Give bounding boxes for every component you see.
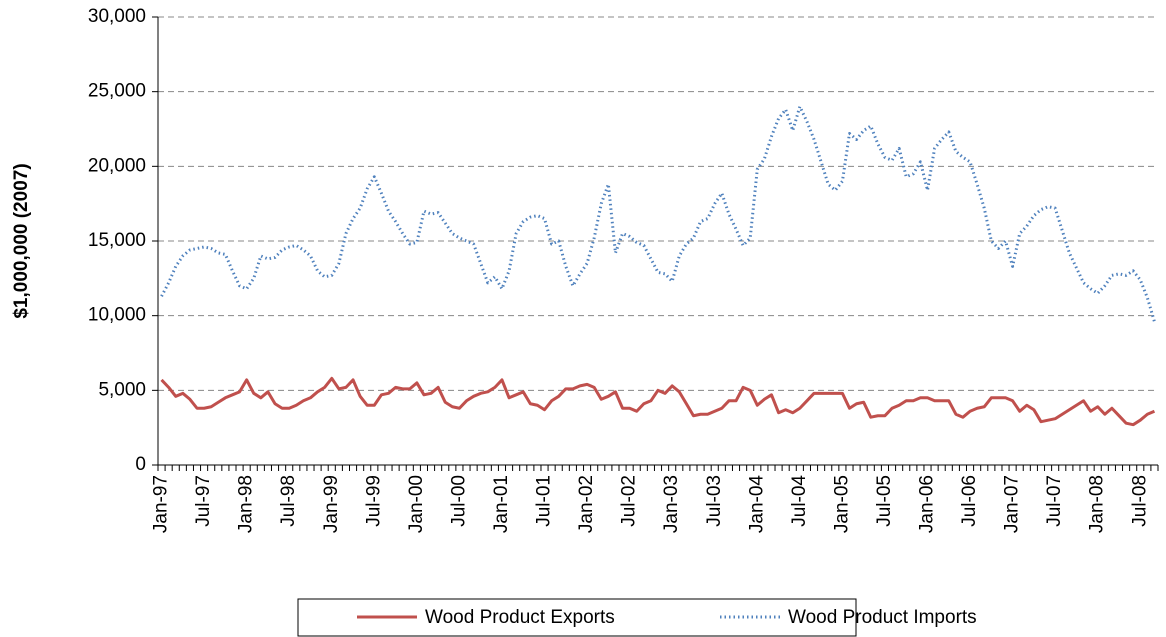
x-tick-label: Jan-05 [831, 475, 852, 533]
x-tick-label: Jul-97 [193, 475, 214, 527]
x-tick-label: Jul-04 [789, 475, 810, 527]
x-tick-label: Jan-01 [491, 475, 512, 533]
x-tick-label: Jul-07 [1044, 475, 1065, 527]
y-tick-label: 15,000 [88, 230, 146, 251]
x-tick-label: Jan-06 [917, 475, 938, 533]
x-tick-label: Jan-97 [151, 475, 172, 533]
x-tick-label: Jul-98 [278, 475, 299, 527]
x-tick-label: Jul-08 [1129, 475, 1150, 527]
legend-label: Wood Product Exports [425, 607, 615, 628]
x-tick-label: Jul-03 [704, 475, 725, 527]
x-tick-label: Jan-98 [236, 475, 257, 533]
y-tick-label: 20,000 [88, 155, 146, 176]
y-tick-label: 10,000 [88, 305, 146, 326]
y-tick-label: 30,000 [88, 6, 146, 27]
x-tick-label: Jan-07 [1002, 475, 1023, 533]
x-tick-label: Jul-99 [363, 475, 384, 527]
x-tick-label: Jan-04 [746, 475, 767, 534]
x-tick-label: Jul-06 [959, 475, 980, 527]
series-line [160, 105, 1156, 323]
legend-box [297, 598, 857, 637]
x-tick-label: Jan-99 [321, 475, 342, 533]
y-axis-label: $1,000,000 (2007) [11, 163, 32, 318]
y-tick-label: 0 [135, 454, 146, 475]
x-tick-label: Jan-02 [576, 475, 597, 533]
x-tick-label: Jan-00 [406, 475, 427, 533]
x-tick-label: Jul-05 [874, 475, 895, 527]
y-tick-label: 25,000 [88, 81, 146, 102]
x-tick-label: Jan-03 [661, 475, 682, 533]
x-tick-label: Jan-08 [1087, 475, 1108, 533]
x-tick-label: Jul-00 [448, 475, 469, 527]
y-tick-label: 5,000 [98, 379, 146, 400]
x-tick-label: Jul-02 [619, 475, 640, 527]
x-tick-label: Jul-01 [534, 475, 555, 527]
legend-label: Wood Product Imports [788, 607, 977, 628]
series-line [160, 376, 1156, 427]
